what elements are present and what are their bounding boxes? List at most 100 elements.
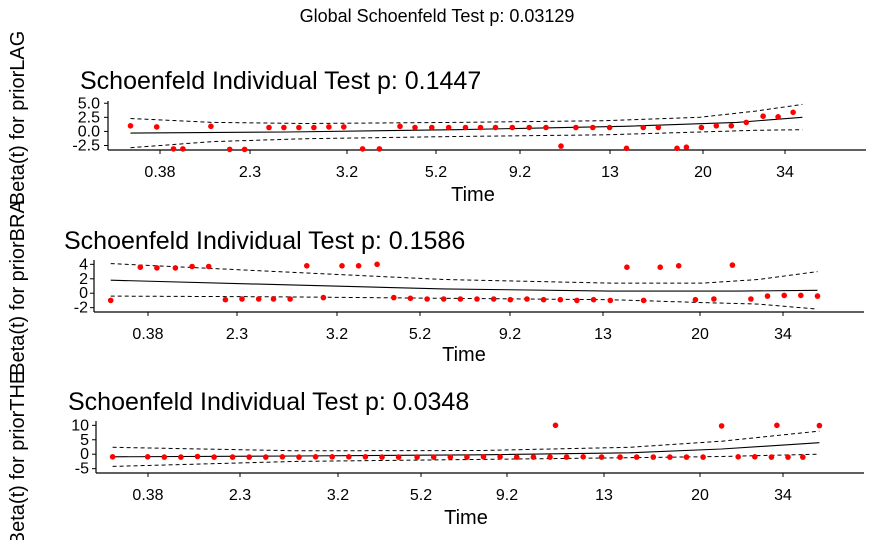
residual-point — [675, 263, 682, 269]
residual-point — [255, 296, 262, 302]
residual-point — [509, 124, 516, 131]
residual-point — [329, 454, 336, 460]
residual-point — [172, 265, 179, 271]
residual-point — [557, 296, 564, 303]
residual-point — [692, 296, 699, 303]
x-tick-label: 5.2 — [409, 326, 431, 343]
residual-point — [513, 454, 520, 460]
residual-point — [781, 292, 787, 299]
residual-point — [650, 454, 657, 460]
y-tick-label: -5 — [75, 461, 89, 478]
residual-point — [743, 119, 750, 126]
residual-point — [208, 123, 214, 130]
panel-title: Schoenfeld Individual Test p: 0.0348 — [68, 388, 469, 416]
x-tick-label: 5.2 — [410, 487, 432, 504]
residual-point — [768, 454, 775, 460]
residual-point — [552, 422, 559, 429]
residual-point — [281, 124, 287, 131]
upper-confidence-band — [130, 103, 803, 125]
residual-point — [748, 296, 754, 302]
residual-point — [633, 454, 640, 460]
x-tick-label: 20 — [694, 164, 712, 181]
residual-point — [161, 454, 168, 460]
residual-point — [339, 263, 345, 269]
residual-point — [640, 124, 647, 131]
residual-point — [574, 297, 580, 304]
residual-point — [814, 293, 821, 299]
residual-point — [445, 124, 452, 131]
residual-point — [590, 124, 596, 131]
residual-point — [205, 263, 212, 270]
residual-point — [109, 454, 116, 460]
residual-point — [711, 296, 717, 302]
x-tick-label: 20 — [691, 326, 709, 343]
residual-point — [700, 454, 706, 460]
residual-point — [447, 454, 454, 460]
residual-point — [320, 294, 327, 301]
x-tick-label: 13 — [601, 164, 619, 181]
y-tick-label: -2.5 — [72, 137, 100, 154]
residual-point — [477, 124, 484, 131]
x-tick-label: 0.38 — [144, 164, 175, 181]
residual-point — [246, 454, 252, 460]
residual-point — [480, 454, 487, 460]
residual-point — [640, 297, 647, 304]
residual-point — [606, 124, 613, 131]
residual-point — [412, 124, 418, 131]
residual-point — [379, 454, 385, 460]
x-axis-title: Time — [442, 344, 486, 366]
residual-point — [464, 454, 470, 460]
residual-point — [239, 296, 245, 302]
residual-point — [735, 454, 741, 460]
residual-point — [359, 146, 366, 152]
residual-point — [374, 261, 380, 268]
residual-point — [414, 454, 420, 460]
residual-point — [624, 264, 630, 271]
residual-point — [800, 454, 806, 460]
lower-confidence-band — [130, 129, 803, 149]
x-tick-label: 3.2 — [336, 164, 358, 181]
residual-point — [507, 296, 514, 303]
y-axis-title: Beta(t) for priorTHE — [7, 371, 29, 540]
residual-point — [407, 295, 414, 302]
residual-point — [590, 296, 597, 303]
y-axis-title: Beta(t) for priorBRA — [7, 200, 29, 376]
residual-point — [785, 454, 791, 460]
x-tick-label: 34 — [774, 326, 792, 343]
residual-point — [263, 454, 269, 460]
y-tick-label: 0 — [80, 446, 89, 463]
x-tick-label: 3.2 — [326, 326, 348, 343]
residual-point — [698, 124, 705, 131]
y-tick-label: 0.0 — [78, 123, 100, 140]
residual-point — [598, 454, 605, 460]
residual-point — [492, 124, 499, 131]
x-tick-label: 13 — [594, 326, 612, 343]
x-axis-title: Time — [451, 184, 495, 206]
residual-point — [222, 296, 229, 303]
y-tick-label: 4 — [79, 256, 88, 273]
residual-point — [270, 296, 277, 302]
residual-point — [194, 453, 201, 460]
x-tick-label: 34 — [774, 487, 792, 504]
residual-point — [798, 292, 804, 299]
residual-point — [296, 454, 302, 460]
residual-point — [180, 146, 186, 152]
residual-point — [189, 263, 195, 270]
residual-point — [266, 124, 272, 131]
residual-point — [304, 263, 310, 269]
x-tick-label: 2.3 — [239, 164, 261, 181]
x-tick-label: 9.2 — [499, 326, 521, 343]
residual-point — [718, 423, 725, 429]
x-tick-label: 3.2 — [327, 487, 349, 504]
panel-title: Schoenfeld Individual Test p: 0.1586 — [64, 227, 465, 255]
panel-priorBRA: Schoenfeld Individual Test p: 0.1586 Tim… — [7, 200, 864, 376]
residual-point — [429, 124, 435, 131]
residual-point — [816, 422, 823, 429]
residual-point — [490, 296, 497, 302]
x-axis-title: Time — [444, 507, 488, 529]
residual-point — [547, 454, 553, 460]
residual-point — [311, 124, 317, 131]
residual-point — [774, 422, 780, 429]
residual-point — [211, 454, 217, 460]
